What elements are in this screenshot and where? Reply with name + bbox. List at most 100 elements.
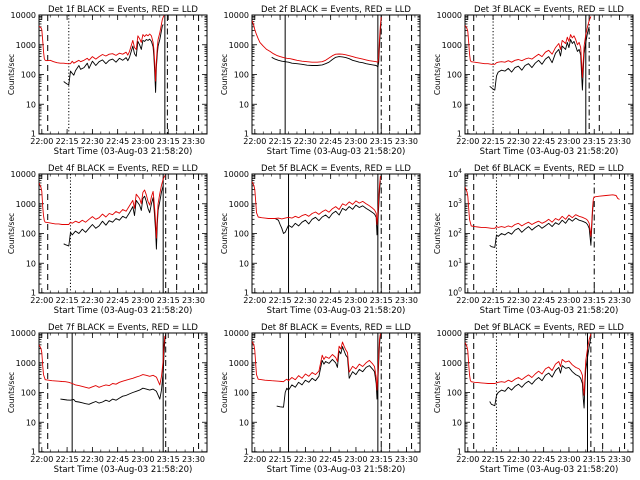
x-tick-label: 22:15 [269, 137, 292, 146]
x-tick-label: 23:15 [583, 137, 606, 146]
x-tick-label: 22:30 [81, 455, 104, 464]
x-tick-label: 22:30 [294, 455, 317, 464]
x-tick-label: 22:00 [243, 137, 266, 146]
x-tick-label: 22:45 [532, 137, 555, 146]
x-tick-label: 22:30 [294, 296, 317, 305]
x-tick-label: 22:45 [319, 137, 342, 146]
chart-title: Det 9f BLACK = Events, RED = LLD [474, 323, 624, 333]
x-tick-label: 23:30 [182, 137, 205, 146]
x-tick-label: 22:45 [532, 455, 555, 464]
y-tick-label: 10 [26, 418, 36, 427]
y-tick-label: 1000 [442, 41, 462, 50]
y-axis-label: Counts/sec [220, 372, 229, 413]
x-axis-label: Start Time (03-Aug-03 21:58:20) [480, 306, 619, 316]
series-line-events [271, 21, 382, 68]
x-tick-label: 23:15 [370, 137, 393, 146]
chart-panel: 1 10 100 1000 10000 22:00 22:15 22:30 22:45 23:00… [7, 323, 208, 475]
x-tick-label: 22:15 [482, 296, 505, 305]
series-line-lld [465, 16, 592, 78]
x-tick-label: 22:45 [319, 296, 342, 305]
x-tick-label: 22:45 [106, 137, 129, 146]
x-tick-label: 22:00 [243, 455, 266, 464]
x-tick-label: 23:30 [395, 296, 418, 305]
x-tick-label: 23:00 [131, 296, 154, 305]
series-line-lld [465, 333, 592, 396]
x-tick-label: 23:00 [131, 137, 154, 146]
x-tick-label: 22:30 [81, 137, 104, 146]
y-tick-label: 100 [234, 389, 249, 398]
y-tick-label: 100 [21, 71, 36, 80]
x-tick-label: 22:00 [456, 137, 479, 146]
chart-panel: 100 101 102 103 104 22:00 22:15 22:30 22:45 23:00… [433, 164, 634, 316]
chart-panel: 1 10 100 1000 10000 22:00 22:15 22:30 22:45 23:00… [220, 5, 421, 157]
chart-title: Det 4f BLACK = Events, RED = LLD [48, 164, 198, 174]
x-tick-label: 22:30 [507, 455, 530, 464]
y-tick-label: 1 [244, 130, 249, 139]
x-tick-label: 22:45 [532, 296, 555, 305]
y-tick-label: 10000 [224, 329, 249, 338]
y-tick-label: 1 [31, 448, 36, 457]
x-tick-label: 23:00 [557, 137, 580, 146]
x-axis-label: Start Time (03-Aug-03 21:58:20) [480, 465, 619, 475]
y-tick-label: 10 [26, 259, 36, 268]
y-tick-label: 1000 [229, 359, 249, 368]
x-axis-label: Start Time (03-Aug-03 21:58:20) [267, 147, 406, 157]
y-tick-label: 1 [457, 130, 462, 139]
x-tick-label: 23:30 [608, 137, 631, 146]
x-tick-label: 23:15 [583, 296, 606, 305]
y-axis-label: Counts/sec [7, 372, 16, 413]
y-tick-label: 10000 [437, 11, 462, 20]
y-axis-label: Counts/sec [433, 372, 442, 413]
y-tick-label: 1 [244, 448, 249, 457]
chart-title: Det 1f BLACK = Events, RED = LLD [48, 5, 198, 15]
series-line-lld [39, 335, 166, 389]
x-tick-label: 22:30 [507, 137, 530, 146]
y-tick-label: 10000 [11, 329, 36, 338]
y-tick-label: 10 [239, 418, 249, 427]
y-tick-label: 10000 [11, 11, 36, 20]
x-axis-label: Start Time (03-Aug-03 21:58:20) [54, 465, 193, 475]
chart-panel: 1 10 100 1000 10000 22:00 22:15 22:30 22:45 23:00… [220, 323, 421, 475]
y-tick-label: 101 [448, 257, 462, 268]
y-tick-label: 10 [452, 418, 462, 427]
x-tick-label: 23:00 [344, 455, 367, 464]
x-tick-label: 22:00 [30, 137, 53, 146]
x-tick-label: 23:15 [370, 455, 393, 464]
x-tick-label: 22:30 [294, 137, 317, 146]
series-line-lld [252, 176, 381, 225]
x-tick-label: 23:30 [608, 296, 631, 305]
y-tick-label: 1000 [16, 41, 36, 50]
y-axis-label: Counts/sec [7, 213, 16, 254]
chart-title: Det 5f BLACK = Events, RED = LLD [261, 164, 411, 174]
y-tick-label: 1 [31, 130, 36, 139]
x-tick-label: 23:30 [182, 296, 205, 305]
x-tick-label: 22:15 [269, 296, 292, 305]
series-line-lld [39, 175, 166, 239]
x-tick-label: 22:30 [507, 296, 530, 305]
x-tick-label: 23:00 [344, 296, 367, 305]
x-tick-label: 23:00 [557, 296, 580, 305]
x-tick-label: 22:15 [269, 455, 292, 464]
chart-title: Det 8f BLACK = Events, RED = LLD [261, 323, 411, 333]
y-tick-label: 100 [234, 71, 249, 80]
y-tick-label: 1000 [229, 200, 249, 209]
series-line-lld [252, 17, 382, 63]
series-line-events [63, 24, 164, 93]
y-tick-label: 100 [21, 389, 36, 398]
x-tick-label: 22:15 [482, 455, 505, 464]
series-line-events [60, 334, 167, 405]
x-tick-label: 23:15 [370, 296, 393, 305]
y-tick-label: 10000 [11, 170, 36, 179]
series-line-events [489, 337, 592, 409]
chart-panel: 1 10 100 1000 10000 22:00 22:15 22:30 22:45 23:00… [433, 5, 634, 157]
x-axis-label: Start Time (03-Aug-03 21:58:20) [267, 465, 406, 475]
y-tick-label: 1 [31, 289, 36, 298]
y-axis-label: Counts/sec [7, 54, 16, 95]
series-line-events [63, 185, 164, 250]
x-tick-label: 22:45 [319, 455, 342, 464]
y-tick-label: 10 [239, 259, 249, 268]
series-line-events [276, 335, 381, 408]
x-axis-label: Start Time (03-Aug-03 21:58:20) [54, 147, 193, 157]
x-tick-label: 22:15 [56, 296, 79, 305]
